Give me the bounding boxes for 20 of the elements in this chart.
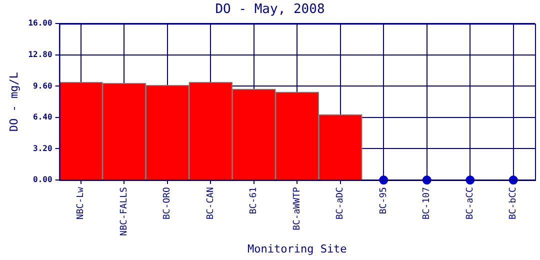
x-tick-label: BC-aCC <box>465 187 476 220</box>
y-tick-label: 9.60 <box>33 81 52 90</box>
x-tick-label: BC-bCC <box>508 187 519 220</box>
chart-title: DO - May, 2008 <box>215 2 325 18</box>
x-tick-label: NBC-FALLS <box>119 187 130 236</box>
x-tick-label: BC-107 <box>422 187 432 220</box>
y-tick-label: 6.40 <box>33 112 52 122</box>
y-tick-label: 0.00 <box>33 175 52 184</box>
x-tick-label: BC-CAN <box>206 187 216 220</box>
x-tick-label: BC-61 <box>249 187 260 214</box>
y-tick-label: 16.00 <box>28 18 52 28</box>
y-tick-label: 3.20 <box>33 144 52 153</box>
x-tick-label: BC-aDC <box>336 187 346 220</box>
y-tick-label: 12.80 <box>28 50 52 59</box>
x-tick-label: BC-aWWTP <box>292 186 302 230</box>
x-tick-label: BC-ORO <box>162 187 173 220</box>
y-axis-title: DO - mg/L <box>7 72 20 132</box>
x-tick-label: BC-95 <box>378 187 389 214</box>
x-tick-label: NBC-Lw <box>76 186 86 220</box>
x-axis-title: Monitoring Site <box>247 242 347 256</box>
